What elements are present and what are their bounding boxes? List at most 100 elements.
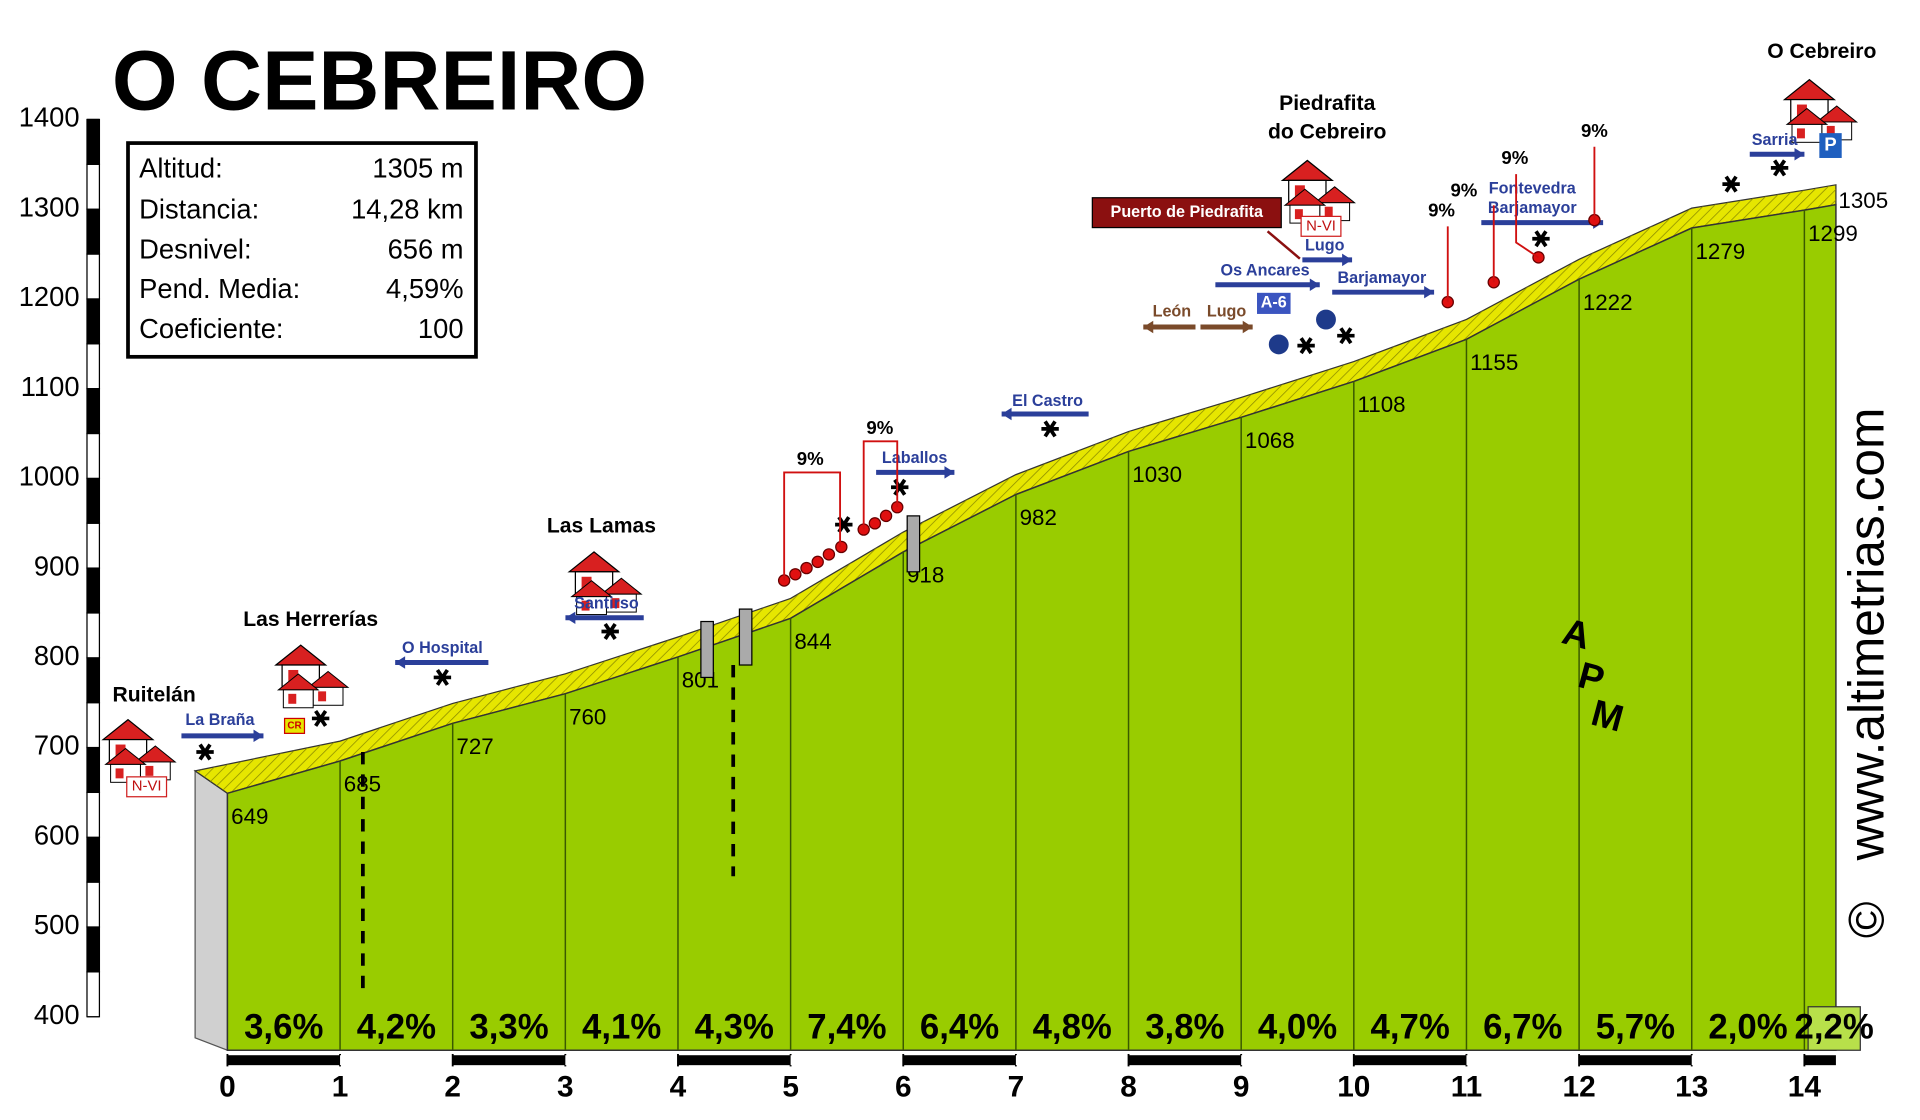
pass-badge bbox=[1091, 197, 1282, 229]
house-icon bbox=[104, 747, 147, 783]
house-window bbox=[145, 765, 154, 776]
steep-marker bbox=[822, 548, 836, 561]
x-tick-label: 9 bbox=[1233, 1071, 1250, 1104]
road-sign: Santirso bbox=[574, 594, 639, 612]
y-tick-label: 400 bbox=[34, 999, 80, 1030]
stat-value: 4,59% bbox=[386, 273, 464, 304]
steep-label: 9% bbox=[1428, 199, 1455, 220]
house-roof bbox=[101, 718, 155, 741]
place-name: Ruitelán bbox=[112, 684, 195, 707]
house-window bbox=[1294, 209, 1303, 220]
road-sign: El Castro bbox=[1012, 392, 1083, 410]
road-sign: León bbox=[1153, 302, 1192, 320]
ruler-segment bbox=[86, 926, 101, 973]
gradient-label: 6,4% bbox=[920, 1008, 999, 1046]
house-window bbox=[611, 598, 620, 609]
house-icon bbox=[276, 673, 320, 709]
y-tick-label: 1400 bbox=[19, 102, 80, 133]
km-bar bbox=[1128, 1055, 1242, 1066]
gradient-label: 7,4% bbox=[807, 1008, 886, 1046]
cr-label: CR bbox=[287, 721, 301, 732]
steep-connector bbox=[1515, 174, 1540, 259]
house-window bbox=[288, 669, 299, 683]
house-window bbox=[288, 693, 297, 704]
ruler-segment bbox=[86, 612, 101, 659]
house-window bbox=[1826, 125, 1835, 136]
ruler-segment bbox=[86, 388, 101, 435]
ruler-segment bbox=[86, 881, 101, 928]
km-bar bbox=[1241, 1055, 1354, 1066]
y-tick-label: 700 bbox=[34, 730, 80, 761]
x-tick-label: 3 bbox=[557, 1071, 574, 1104]
sign-arrowhead bbox=[1001, 407, 1012, 421]
monument-icon bbox=[1770, 159, 1789, 177]
elevation-label: 1108 bbox=[1358, 392, 1406, 417]
road-badge bbox=[1300, 215, 1342, 237]
house-icon bbox=[570, 580, 613, 616]
monument-icon bbox=[311, 709, 330, 727]
place-name: Las Herrerías bbox=[243, 608, 378, 631]
km-bar bbox=[1353, 1055, 1467, 1066]
x-tick-label: 14 bbox=[1788, 1071, 1822, 1104]
sign-arrowhead bbox=[1794, 148, 1805, 161]
road-sign: Lugo bbox=[1305, 236, 1345, 254]
monument-icon bbox=[891, 478, 909, 496]
house-roof bbox=[567, 551, 621, 573]
house-window bbox=[115, 744, 126, 757]
elevation-label: 1299 bbox=[1808, 221, 1858, 246]
gradient-label: 2,0% bbox=[1708, 1008, 1787, 1046]
monument-icon bbox=[196, 743, 214, 761]
ruler-segment bbox=[86, 432, 101, 479]
y-tick-label: 1300 bbox=[19, 191, 80, 222]
elevation-label: 760 bbox=[569, 704, 606, 729]
road-sign: La Braña bbox=[185, 711, 255, 729]
house-window bbox=[1796, 128, 1805, 139]
parking-badge bbox=[1819, 133, 1842, 158]
stat-label: Pend. Media: bbox=[139, 273, 300, 304]
gradient-label: 6,7% bbox=[1483, 1008, 1562, 1046]
place-name: do Cebreiro bbox=[1268, 121, 1387, 144]
stats-box bbox=[126, 141, 478, 359]
road-sign: Lugo bbox=[1207, 302, 1247, 320]
ruler-segment bbox=[86, 253, 101, 300]
stat-label: Altitud: bbox=[139, 153, 223, 184]
km-bar bbox=[677, 1055, 791, 1066]
road-badge-label: A-6 bbox=[1261, 294, 1287, 312]
elevation-label: 1030 bbox=[1132, 462, 1182, 487]
steep-marker bbox=[879, 509, 893, 523]
km-bar bbox=[452, 1055, 566, 1066]
elevation-label: 844 bbox=[794, 629, 831, 654]
stat-value: 1305 m bbox=[372, 153, 463, 184]
house-window bbox=[115, 768, 124, 779]
monument-icon bbox=[835, 516, 853, 534]
road-badge-label: N-VI bbox=[132, 779, 162, 795]
roundabout-icon bbox=[1313, 307, 1339, 332]
ruler-segment bbox=[86, 746, 101, 794]
chart-title: O CEBREIRO bbox=[112, 33, 647, 127]
monument-icon bbox=[1532, 230, 1550, 248]
sign-arrowhead bbox=[253, 729, 264, 743]
steep-label: 9% bbox=[1501, 147, 1528, 168]
gradient-label: 2,2% bbox=[1795, 1008, 1874, 1046]
x-tick-label: 10 bbox=[1337, 1071, 1370, 1104]
monument-icon bbox=[601, 622, 619, 640]
side-face bbox=[194, 769, 229, 1052]
house-wall bbox=[282, 689, 314, 709]
elevation-label: 1155 bbox=[1470, 350, 1518, 375]
watermark: www.altimetrias.com bbox=[1838, 408, 1894, 862]
stat-label: Desnivel: bbox=[139, 233, 251, 264]
stat-value: 656 m bbox=[388, 233, 464, 264]
y-tick-label: 600 bbox=[34, 819, 80, 850]
steep-marker bbox=[811, 555, 824, 569]
sign-arrowhead bbox=[1242, 320, 1253, 334]
y-tick-label: 1100 bbox=[21, 371, 80, 402]
y-tick-label: 1000 bbox=[19, 461, 80, 492]
elevation-label: 1068 bbox=[1245, 428, 1295, 453]
gradient-label: 4,7% bbox=[1370, 1008, 1449, 1046]
cr-badge bbox=[283, 717, 306, 734]
sign-arrowhead bbox=[1309, 278, 1320, 291]
road-badge bbox=[126, 776, 168, 798]
house-window bbox=[1324, 206, 1333, 217]
ruler-segment bbox=[86, 702, 101, 749]
house-roof bbox=[1782, 78, 1837, 101]
